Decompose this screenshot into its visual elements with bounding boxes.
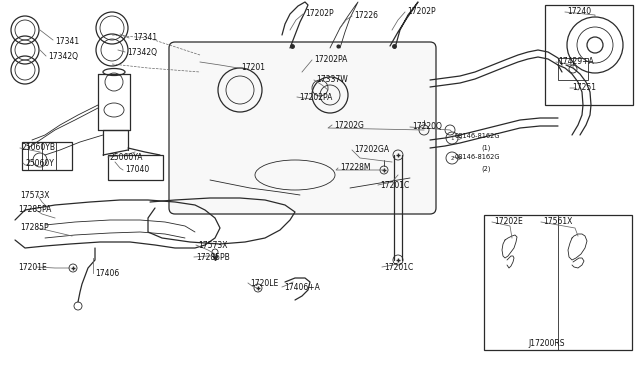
- Text: 17251: 17251: [572, 83, 596, 93]
- Text: 17201E: 17201E: [18, 263, 47, 272]
- Text: 1: 1: [451, 135, 454, 141]
- Text: 17341: 17341: [55, 38, 79, 46]
- Text: 17202P: 17202P: [305, 10, 333, 19]
- Text: (1): (1): [481, 145, 490, 151]
- Text: 17040: 17040: [125, 166, 149, 174]
- Text: 17406: 17406: [95, 269, 119, 278]
- Bar: [22, 142, 72, 170]
- FancyBboxPatch shape: [169, 42, 436, 214]
- Text: 17226: 17226: [354, 12, 378, 20]
- Text: (2): (2): [481, 166, 490, 172]
- Text: 17202G: 17202G: [334, 121, 364, 129]
- Text: 17341: 17341: [133, 33, 157, 42]
- Text: 25060YB: 25060YB: [22, 144, 56, 153]
- Text: 17201: 17201: [241, 64, 265, 73]
- Text: 25060Y: 25060Y: [25, 158, 54, 167]
- Text: 17228M: 17228M: [340, 164, 371, 173]
- Bar: [108, 155, 163, 180]
- Text: 17202PA: 17202PA: [314, 55, 348, 64]
- Text: 17220Q: 17220Q: [412, 122, 442, 131]
- Text: 17201C: 17201C: [380, 180, 409, 189]
- Text: 17573X: 17573X: [20, 192, 49, 201]
- Text: 08146-8162G: 08146-8162G: [455, 133, 500, 139]
- Text: 17561X: 17561X: [543, 218, 572, 227]
- Text: 2: 2: [451, 155, 454, 160]
- Text: 17285P: 17285P: [20, 224, 49, 232]
- Text: 17285PB: 17285PB: [196, 253, 230, 262]
- Text: 17202P: 17202P: [407, 7, 436, 16]
- Bar: [545, 5, 633, 105]
- Text: 25060YA: 25060YA: [110, 153, 143, 161]
- Bar: [558, 58, 588, 80]
- Text: 17429+A: 17429+A: [558, 58, 594, 67]
- Text: 17202PA: 17202PA: [299, 93, 332, 102]
- Text: 17202E: 17202E: [494, 218, 523, 227]
- Text: 17337W: 17337W: [316, 76, 348, 84]
- Text: 17201C: 17201C: [384, 263, 413, 272]
- Text: 17573X: 17573X: [198, 241, 227, 250]
- Text: 1720LE: 1720LE: [250, 279, 278, 288]
- Text: 17285PA: 17285PA: [18, 205, 51, 215]
- Text: 17202GA: 17202GA: [354, 145, 389, 154]
- Text: J17200RS: J17200RS: [528, 339, 564, 347]
- Text: 17240: 17240: [567, 7, 591, 16]
- Text: 17342Q: 17342Q: [127, 48, 157, 57]
- Text: 17342Q: 17342Q: [48, 52, 78, 61]
- Text: 17406+A: 17406+A: [284, 282, 320, 292]
- Text: 08146-8162G: 08146-8162G: [455, 154, 500, 160]
- Bar: [484, 215, 632, 350]
